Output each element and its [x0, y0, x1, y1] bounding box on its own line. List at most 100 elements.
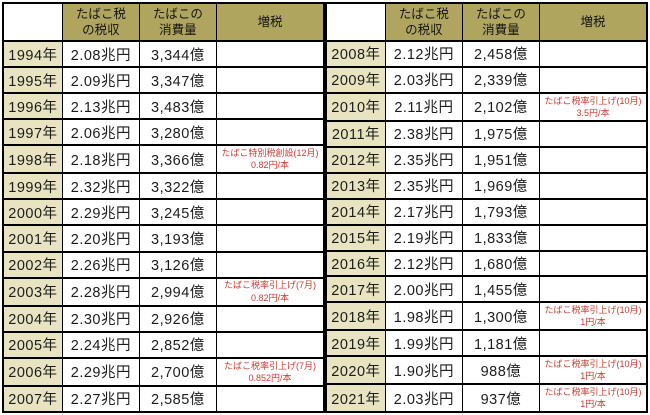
revenue-cell: 2.19兆円: [384, 223, 463, 252]
tax-increase-note-cell: たばこ税率引上げ(10月) 1円/本: [538, 301, 648, 332]
table-row: 2007年 2.27兆円 2,585億: [2, 384, 325, 414]
consumption-cell: 2,700億: [138, 356, 217, 387]
table-row: 1997年 2.06兆円 3,280億: [2, 118, 325, 147]
consumption-cell: 2,458億: [461, 40, 540, 68]
tobacco-tax-table-right: たばこ税 の税収 たばこの 消費量 増税 2008年 2.12兆円 2,458億 20…: [325, 2, 648, 413]
consumption-cell: 3,483億: [138, 92, 217, 121]
consumption-cell: 1,680億: [461, 249, 540, 278]
tax-increase-note-cell: たばこ特別税創設(12月) 0.82円/本: [215, 144, 325, 175]
table-header: たばこ税 の税収 たばこの 消費量 増税: [2, 2, 325, 42]
revenue-cell: 2.35兆円: [384, 145, 463, 174]
revenue-cell: 2.09兆円: [61, 66, 140, 95]
revenue-cell: 2.00兆円: [384, 275, 463, 304]
year-cell: 2018年: [325, 301, 386, 332]
revenue-cell: 2.27兆円: [61, 384, 140, 414]
consumption-cell: 2,585億: [138, 384, 217, 414]
table-body-left: 1994年 2.08兆円 3,344億 1995年 2.09兆円 3,347億 1996年 2…: [2, 39, 325, 414]
tax-increase-note-cell: [215, 384, 325, 414]
consumption-cell: 1,833億: [461, 223, 540, 252]
tax-increase-note-cell: たばこ税率引上げ(10月) 1円/本: [538, 383, 648, 413]
revenue-cell: 2.18兆円: [61, 144, 140, 175]
year-cell: 1999年: [2, 172, 63, 201]
year-cell: 2002年: [2, 250, 63, 279]
consumption-cell: 1,455億: [461, 275, 540, 304]
consumption-cell: 3,245億: [138, 198, 217, 227]
revenue-cell: 2.29兆円: [61, 198, 140, 227]
tax-increase-note-cell: [538, 249, 648, 278]
header-year-blank: [325, 2, 386, 42]
table-row: 2006年 2.29兆円 2,700億 たばこ税率引上げ(7月) 0.852円/本: [2, 356, 325, 387]
revenue-cell: 2.30兆円: [61, 304, 140, 333]
table-row: 2014年 2.17兆円 1,793億: [325, 197, 648, 226]
tax-increase-note-cell: [538, 275, 648, 304]
consumption-cell: 1,181億: [461, 329, 540, 358]
year-cell: 1998年: [2, 144, 63, 175]
tax-increase-note-cell: たばこ税率引上げ(7月) 0.82円/本: [215, 276, 325, 307]
consumption-cell: 3,126億: [138, 250, 217, 279]
consumption-cell: 2,926億: [138, 304, 217, 333]
tax-increase-note-cell: [215, 304, 325, 333]
tax-increase-note-cell: [538, 223, 648, 252]
year-cell: 2003年: [2, 276, 63, 307]
year-cell: 2017年: [325, 275, 386, 304]
consumption-cell: 3,347億: [138, 66, 217, 95]
table-row: 2018年 1.98兆円 1,300億 たばこ税率引上げ(10月) 1円/本: [325, 301, 648, 332]
revenue-cell: 2.28兆円: [61, 276, 140, 307]
table-row: 2005年 2.24兆円 2,852億: [2, 330, 325, 359]
tax-increase-note-cell: たばこ税率引上げ(10月) 1円/本: [538, 355, 648, 386]
consumption-cell: 937億: [461, 383, 540, 413]
year-cell: 2007年: [2, 384, 63, 414]
tax-increase-note-cell: たばこ税率引上げ(7月) 0.852円/本: [215, 356, 325, 387]
table-row: 2000年 2.29兆円 3,245億: [2, 198, 325, 227]
table-row: 2009年 2.03兆円 2,339億: [325, 65, 648, 94]
revenue-cell: 2.35兆円: [384, 171, 463, 200]
tax-increase-note-cell: [215, 92, 325, 121]
revenue-cell: 2.24兆円: [61, 330, 140, 359]
tax-increase-note-cell: [215, 118, 325, 147]
revenue-cell: 1.99兆円: [384, 329, 463, 358]
table-row: 1995年 2.09兆円 3,347億: [2, 66, 325, 95]
revenue-cell: 2.26兆円: [61, 250, 140, 279]
year-cell: 2020年: [325, 355, 386, 386]
tax-increase-note-cell: [538, 65, 648, 94]
consumption-cell: 3,366億: [138, 144, 217, 175]
tax-increase-note-cell: [215, 172, 325, 201]
table-row: 2012年 2.35兆円 1,951億: [325, 145, 648, 174]
year-cell: 2019年: [325, 329, 386, 358]
table-row: 1994年 2.08兆円 3,344億: [2, 39, 325, 69]
table-row: 2010年 2.11兆円 2,102億 たばこ税率引上げ(10月) 3.5円/本: [325, 91, 648, 122]
revenue-cell: 2.29兆円: [61, 356, 140, 387]
year-cell: 2005年: [2, 330, 63, 359]
revenue-cell: 2.03兆円: [384, 65, 463, 94]
year-cell: 2021年: [325, 383, 386, 413]
tax-increase-note-cell: [215, 39, 325, 69]
table-row: 2020年 1.90兆円 988億 たばこ税率引上げ(10月) 1円/本: [325, 355, 648, 386]
table-header: たばこ税 の税収 たばこの 消費量 増税: [325, 2, 648, 42]
table-row: 1996年 2.13兆円 3,483億: [2, 92, 325, 121]
table-row: 1998年 2.18兆円 3,366億 たばこ特別税創設(12月) 0.82円/本: [2, 144, 325, 175]
consumption-cell: 988億: [461, 355, 540, 386]
tobacco-tax-table-left: たばこ税 の税収 たばこの 消費量 増税 1994年 2.08兆円 3,344億 19…: [2, 2, 325, 414]
consumption-cell: 3,280億: [138, 118, 217, 147]
revenue-cell: 2.08兆円: [61, 39, 140, 69]
year-cell: 1994年: [2, 39, 63, 69]
consumption-cell: 2,102億: [461, 91, 540, 122]
tax-increase-note-cell: [538, 40, 648, 68]
revenue-cell: 2.12兆円: [384, 249, 463, 278]
year-cell: 2016年: [325, 249, 386, 278]
year-cell: 2001年: [2, 224, 63, 253]
header-tax-increase: 増税: [538, 2, 648, 42]
revenue-cell: 2.32兆円: [61, 172, 140, 201]
tax-increase-note-cell: [215, 198, 325, 227]
revenue-cell: 2.13兆円: [61, 92, 140, 121]
consumption-cell: 2,852億: [138, 330, 217, 359]
tax-increase-note-cell: [215, 330, 325, 359]
tax-increase-note-cell: [538, 197, 648, 226]
consumption-cell: 1,969億: [461, 171, 540, 200]
tax-increase-note-cell: たばこ税率引上げ(10月) 3.5円/本: [538, 91, 648, 122]
revenue-cell: 2.06兆円: [61, 118, 140, 147]
tax-increase-note-cell: [215, 250, 325, 279]
table-row: 2013年 2.35兆円 1,969億: [325, 171, 648, 200]
tax-increase-note-cell: [538, 145, 648, 174]
